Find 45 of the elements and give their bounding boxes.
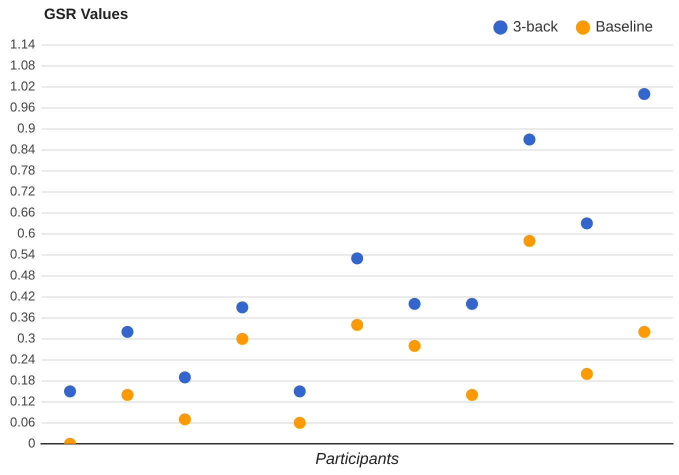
y-tick-label: 1.02: [10, 78, 36, 94]
y-tick-label: 0.42: [10, 288, 36, 304]
y-tick-label: 0.96: [10, 100, 36, 115]
point: [466, 298, 478, 310]
y-tick-label: 0.78: [10, 162, 36, 178]
y-tick-label: 0.6: [17, 225, 36, 240]
point: [64, 385, 76, 398]
point: [178, 413, 191, 426]
point: [178, 371, 191, 384]
point: [580, 368, 593, 380]
y-tick-label: 0.36: [10, 309, 36, 324]
y-tick-label: 0.3: [17, 330, 36, 346]
point: [351, 252, 364, 264]
y-tick-label: 0: [28, 435, 36, 450]
legend-label: Baseline: [595, 18, 654, 36]
y-tick-label: 1.14: [10, 36, 36, 52]
y-tick-label: 0.9: [17, 120, 36, 136]
y-tick-label: 0.18: [10, 372, 36, 388]
y-tick-label: 1.08: [10, 58, 36, 73]
chart-title: GSR Values: [44, 6, 128, 23]
y-tick-label: 0.48: [10, 267, 36, 282]
point: [408, 340, 421, 352]
point: [121, 388, 134, 401]
point: [466, 388, 478, 401]
point: [294, 416, 306, 429]
point: [236, 332, 248, 345]
point: [351, 318, 364, 331]
y-tick-label: 0.06: [10, 414, 36, 430]
legend-label: 3-back: [512, 18, 558, 36]
y-tick-label: 0.84: [10, 142, 36, 157]
point: [523, 133, 536, 146]
point: [121, 326, 134, 338]
point: [580, 217, 593, 230]
y-tick-label: 0.54: [10, 246, 36, 262]
y-tick-label: 0.24: [10, 351, 36, 366]
point: [523, 234, 536, 247]
x-axis-title: Participants: [315, 450, 399, 468]
point: [638, 326, 650, 338]
point: [638, 88, 650, 100]
y-tick-label: 0.12: [10, 393, 36, 408]
point: [236, 301, 248, 314]
y-tick-label: 0.66: [10, 204, 36, 220]
point: [408, 298, 421, 310]
y-tick-label: 0.72: [10, 184, 36, 199]
point: [294, 385, 306, 398]
